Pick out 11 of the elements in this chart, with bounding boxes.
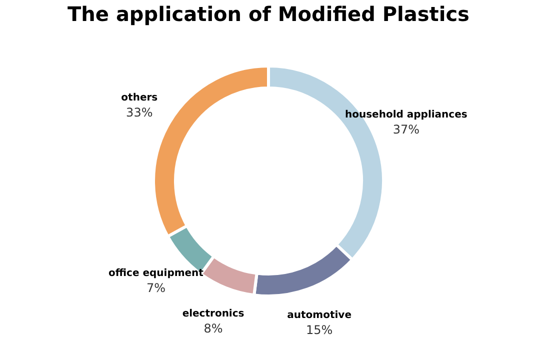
- slice-label: household appliances: [344, 109, 468, 120]
- data-label: 33%: [126, 106, 153, 120]
- slice-label: office equipment: [108, 268, 204, 280]
- slice-label: others: [121, 92, 158, 104]
- data-label: 7%: [146, 281, 166, 296]
- data-label: 37%: [392, 122, 420, 136]
- slice-label: automotive: [287, 310, 352, 322]
- data-label: 15%: [306, 323, 333, 338]
- data-label: 8%: [204, 321, 223, 336]
- chart-title: The application of Modified Plastics: [68, 2, 470, 26]
- slice-label: electronics: [182, 308, 244, 320]
